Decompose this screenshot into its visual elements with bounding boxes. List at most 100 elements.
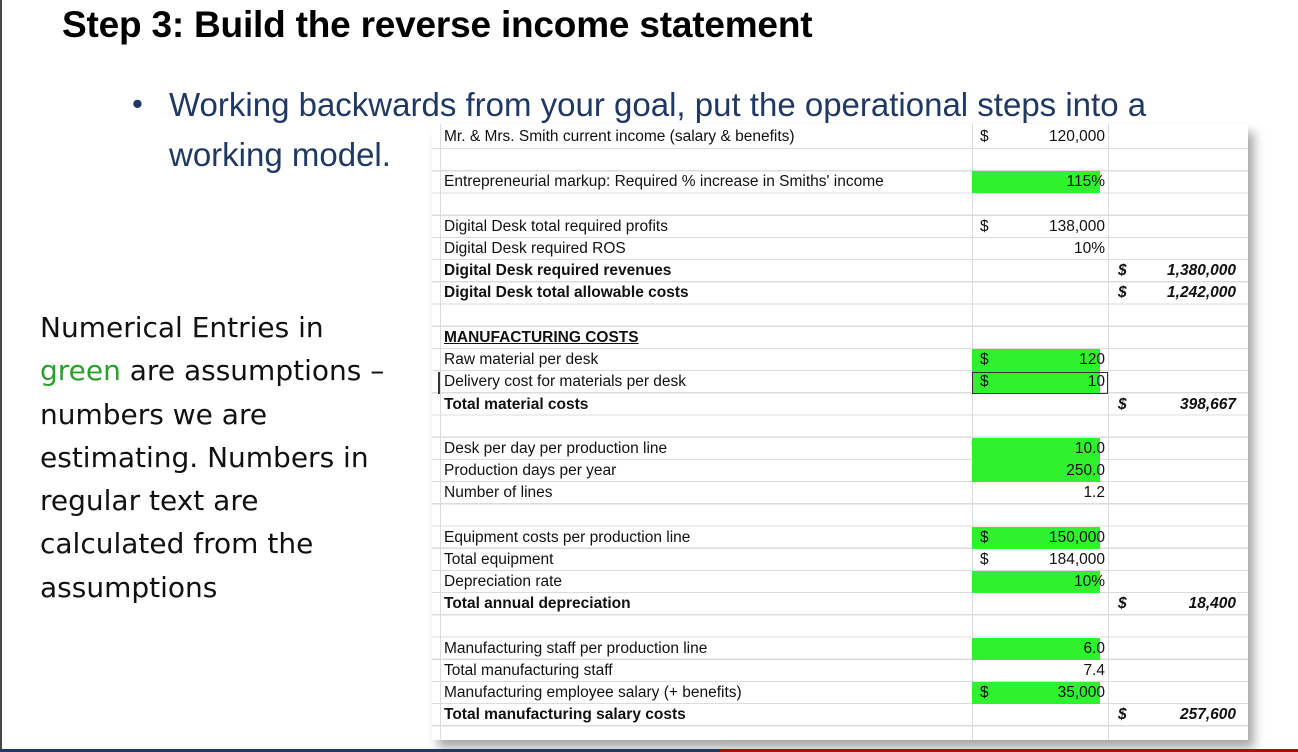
row-total: 1,380,000: [1167, 262, 1236, 279]
assumption-cell[interactable]: [972, 682, 1100, 704]
row-value: 120,000: [1048, 128, 1105, 145]
row-label: Digital Desk required ROS: [444, 240, 626, 257]
note-text-2: are assumptions – numbers we are estimat…: [40, 354, 385, 604]
value-cell[interactable]: [972, 704, 1100, 726]
assumption-cell[interactable]: [972, 460, 1100, 482]
sheet-row: Digital Desk total allowable costs $1,242…: [432, 282, 1248, 304]
row-value: 10%: [1073, 240, 1105, 257]
row-value: 138,000: [1048, 218, 1105, 235]
value-cell[interactable]: [972, 394, 1100, 416]
total-currency-symbol: $: [1118, 396, 1127, 413]
row-total: 257,600: [1179, 706, 1236, 723]
row-label: Production days per year: [444, 462, 617, 479]
row-value: 120: [1079, 351, 1105, 368]
sheet-row: Digital Desk total required profits $138,…: [432, 216, 1248, 238]
row-label: Entrepreneurial markup: Required % incre…: [444, 173, 884, 190]
row-value: 10: [1087, 373, 1105, 390]
value-cell[interactable]: [972, 282, 1100, 304]
assumptions-note: Numerical Entries in green are assumptio…: [40, 306, 400, 609]
bullet-icon: •: [132, 86, 143, 121]
sheet-row: Manufacturing employee salary (+ benefit…: [432, 682, 1248, 704]
sheet-row: Entrepreneurial markup: Required % incre…: [432, 171, 1248, 193]
value-cell[interactable]: [972, 260, 1100, 282]
slide-left-border: [0, 0, 2, 752]
assumption-cell[interactable]: [972, 371, 1100, 393]
value-cell[interactable]: [972, 482, 1100, 504]
row-label: Total material costs: [444, 396, 589, 413]
bullet-text-line2: working model.: [169, 136, 391, 173]
row-value: 35,000: [1057, 684, 1105, 701]
note-text-1: Numerical Entries in: [40, 311, 324, 344]
row-label: Digital Desk total allowable costs: [444, 284, 689, 301]
currency-symbol: $: [980, 529, 989, 546]
sheet-row: Total annual depreciation $18,400: [432, 593, 1248, 615]
row-label: Total annual depreciation: [444, 595, 631, 612]
row-label: Manufacturing staff per production line: [444, 640, 708, 657]
sheet-row: Digital Desk required ROS 10%: [432, 238, 1248, 260]
row-value: 7.4: [1083, 662, 1105, 679]
row-value: 10.0: [1074, 440, 1105, 457]
row-total: 18,400: [1188, 595, 1236, 612]
sheet-col-line: [972, 124, 973, 740]
sheet-row: Depreciation rate 10%: [432, 571, 1248, 593]
row-label: Total equipment: [444, 551, 554, 568]
row-label: Total manufacturing salary costs: [444, 706, 686, 723]
row-value: 184,000: [1048, 551, 1105, 568]
sheet-gridlines: [432, 124, 1248, 740]
bullet-text-line1: Working backwards from your goal, put th…: [169, 86, 1147, 123]
currency-symbol: $: [980, 373, 989, 390]
row-label: Desk per day per production line: [444, 440, 668, 457]
sheet-row: Delivery cost for materials per desk $10: [432, 371, 1248, 393]
row-value: 6.0: [1083, 640, 1105, 657]
footer-rule-red: [720, 749, 1298, 752]
assumption-cell[interactable]: [972, 638, 1100, 660]
selected-cell-range[interactable]: [972, 372, 1108, 394]
sheet-col-line: [440, 124, 441, 740]
footer-rule-blue: [0, 749, 720, 752]
sheet-row: MANUFACTURING COSTS: [432, 327, 1248, 349]
sheet-row: Number of lines 1.2: [432, 482, 1248, 504]
assumption-cell[interactable]: [972, 571, 1100, 593]
assumption-cell[interactable]: [972, 438, 1100, 460]
sheet-row: Equipment costs per production line $150,…: [432, 527, 1248, 549]
value-cell[interactable]: [972, 327, 1100, 349]
note-green-word: green: [40, 354, 121, 388]
row-label: Digital Desk required revenues: [444, 262, 672, 279]
total-currency-symbol: $: [1118, 262, 1127, 279]
currency-symbol: $: [980, 128, 989, 145]
currency-symbol: $: [980, 351, 989, 368]
sheet-row: Digital Desk required revenues $1,380,000: [432, 260, 1248, 282]
row-total: 398,667: [1179, 396, 1236, 413]
value-cell[interactable]: [972, 660, 1100, 682]
spreadsheet-model: Mr. & Mrs. Smith current income (salary …: [432, 124, 1248, 740]
sheet-row: Manufacturing staff per production line 6…: [432, 638, 1248, 660]
row-label: Mr. & Mrs. Smith current income (salary …: [444, 128, 795, 145]
sheet-row: Desk per day per production line 10.0: [432, 438, 1248, 460]
sheet-row: Total manufacturing salary costs $257,600: [432, 704, 1248, 726]
total-currency-symbol: $: [1118, 284, 1127, 301]
sheet-row: Mr. & Mrs. Smith current income (salary …: [432, 126, 1248, 148]
sheet-row: Raw material per desk $120: [432, 349, 1248, 371]
row-value: 250.0: [1066, 462, 1105, 479]
row-label: Digital Desk total required profits: [444, 218, 668, 235]
value-cell[interactable]: [972, 593, 1100, 615]
row-value: 1.2: [1083, 484, 1105, 501]
sheet-row: Total manufacturing staff 7.4: [432, 660, 1248, 682]
selection-edge: [438, 372, 440, 394]
row-label: MANUFACTURING COSTS: [444, 329, 639, 346]
row-label: Depreciation rate: [444, 573, 563, 590]
assumption-cell[interactable]: [972, 349, 1100, 371]
assumption-cell[interactable]: [972, 527, 1100, 549]
row-value: 10%: [1073, 573, 1105, 590]
row-label: Delivery cost for materials per desk: [444, 373, 687, 390]
total-currency-symbol: $: [1118, 595, 1127, 612]
row-value: 150,000: [1048, 529, 1105, 546]
row-value: 115%: [1066, 173, 1106, 190]
sheet-row: Total equipment $184,000: [432, 549, 1248, 571]
slide-title: Step 3: Build the reverse income stateme…: [62, 4, 813, 45]
sheet-col-line: [1108, 124, 1109, 740]
sheet-row: Total material costs $398,667: [432, 394, 1248, 416]
assumption-cell[interactable]: [972, 171, 1100, 193]
currency-symbol: $: [980, 684, 989, 701]
row-label: Raw material per desk: [444, 351, 599, 368]
